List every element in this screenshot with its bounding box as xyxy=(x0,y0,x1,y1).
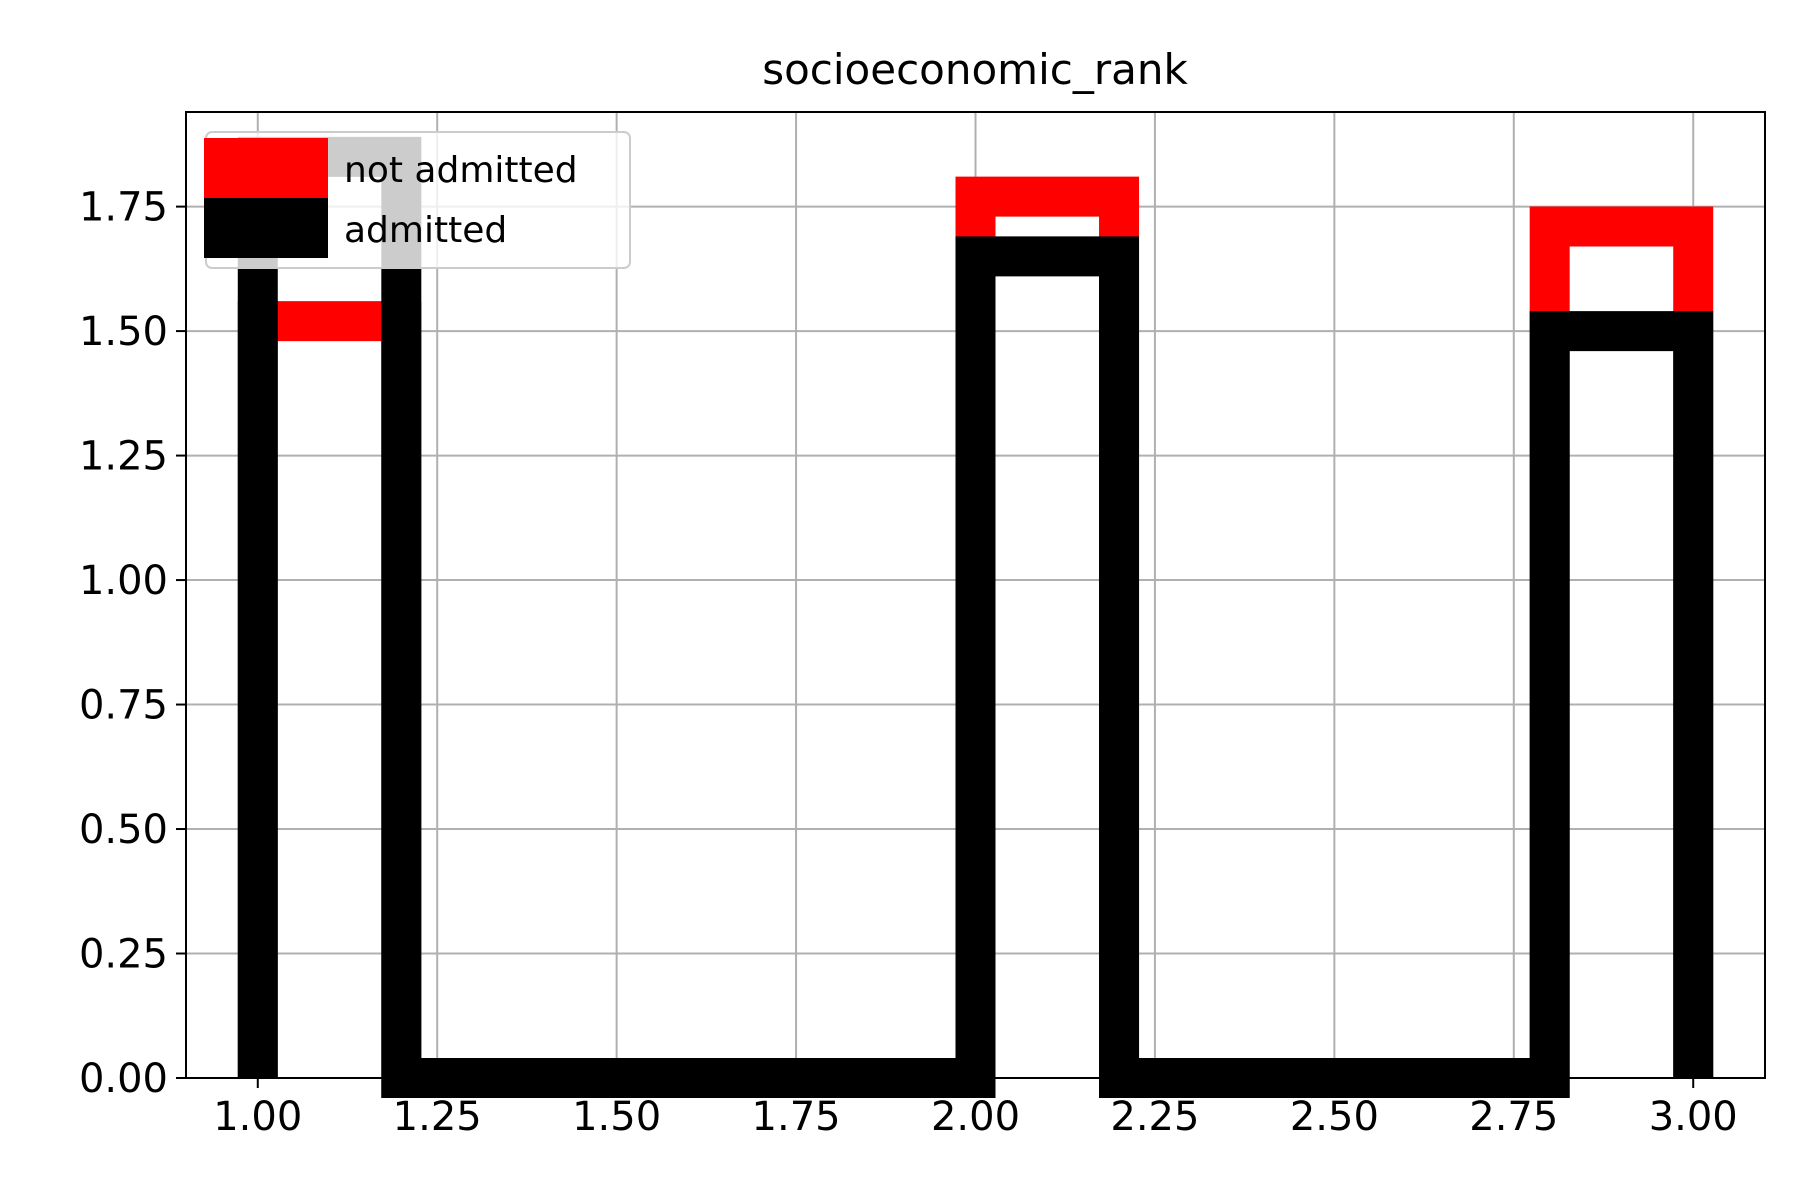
legend-swatch xyxy=(204,138,328,198)
x-tick-label: 1.75 xyxy=(752,1094,841,1140)
y-tick-label: 1.25 xyxy=(79,434,168,480)
y-tick-label: 0.25 xyxy=(79,932,168,978)
x-tick-label: 2.50 xyxy=(1290,1094,1379,1140)
legend-label: admitted xyxy=(344,210,507,251)
legend: not admitted admitted xyxy=(204,131,631,269)
x-tick-label: 1.50 xyxy=(572,1094,661,1140)
x-tick-label: 1.00 xyxy=(213,1094,302,1140)
y-tick-label: 1.00 xyxy=(79,558,168,604)
x-tick-label: 1.25 xyxy=(393,1094,482,1140)
y-tick-label: 0.50 xyxy=(79,807,168,853)
y-tick-label: 0.00 xyxy=(79,1056,168,1102)
series-0-outline xyxy=(237,176,1714,1098)
x-tick-label: 3.00 xyxy=(1649,1094,1738,1140)
chart-title: socioeconomic_rank xyxy=(762,45,1188,94)
x-tick-label: 2.25 xyxy=(1110,1094,1199,1140)
y-tick-label: 0.75 xyxy=(79,683,168,729)
x-tick-label: 2.00 xyxy=(931,1094,1020,1140)
legend-label: not admitted xyxy=(344,150,578,191)
y-tick-label: 1.75 xyxy=(79,185,168,231)
axes: 1.00 1.25 1.50 1.75 2.00 2.25 2.50 2.75 3.00 0.00… xyxy=(79,185,1738,1140)
y-tick-label: 1.50 xyxy=(79,309,168,355)
x-tick-label: 2.75 xyxy=(1469,1094,1558,1140)
legend-swatch xyxy=(204,198,328,258)
